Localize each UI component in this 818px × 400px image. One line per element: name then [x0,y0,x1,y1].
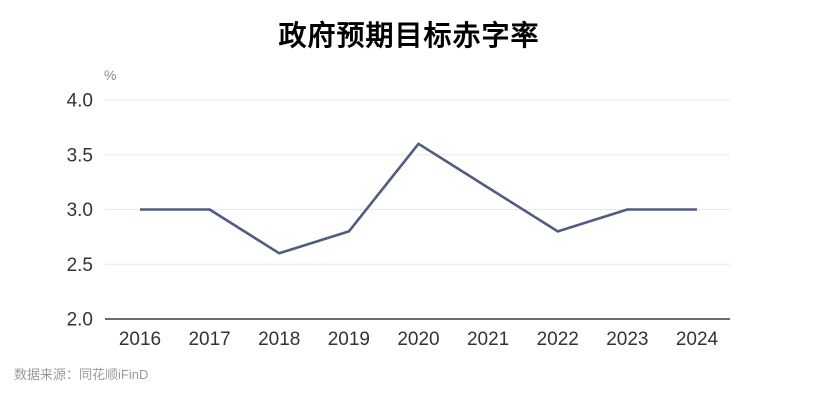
x-tick-label: 2024 [676,329,719,350]
y-tick-label: 2.5 [67,255,93,276]
x-tick-label: 2016 [119,329,161,350]
y-tick-label: 2.0 [67,310,93,331]
x-tick-label: 2023 [606,329,648,350]
data-source-label: 数据来源：同花顺iFinD [14,367,149,382]
chart-title: 政府预期目标赤字率 [278,20,540,51]
y-tick-label: 3.5 [67,145,93,166]
x-tick-label: 2017 [188,329,230,350]
x-tick-label: 2020 [397,329,439,350]
x-tick-label: 2022 [537,329,579,350]
x-tick-label: 2018 [258,329,300,350]
x-tick-label: 2019 [328,329,370,350]
y-tick-label: 4.0 [67,91,93,112]
deficit-rate-line [140,142,697,255]
x-tick-label: 2021 [467,329,509,350]
y-tick-label: 3.0 [67,200,93,221]
y-axis-unit-label: % [104,67,116,83]
